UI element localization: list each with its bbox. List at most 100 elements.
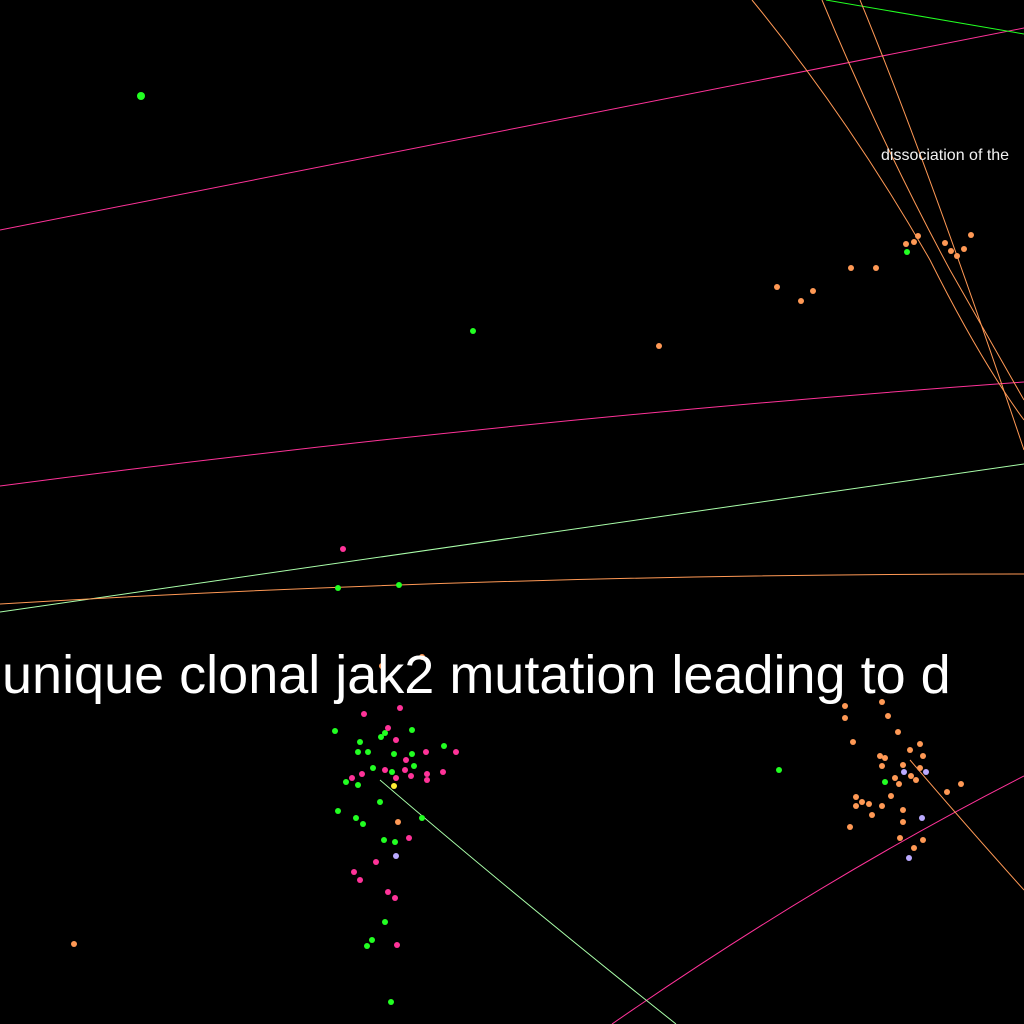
graph-node[interactable] (906, 855, 912, 861)
graph-node[interactable] (395, 819, 401, 825)
graph-node[interactable] (391, 751, 397, 757)
graph-node[interactable] (385, 889, 391, 895)
graph-node[interactable] (810, 288, 816, 294)
graph-node[interactable] (423, 749, 429, 755)
graph-node[interactable] (419, 654, 425, 660)
graph-node[interactable] (877, 753, 883, 759)
graph-node[interactable] (396, 582, 402, 588)
graph-node[interactable] (904, 249, 910, 255)
graph-node[interactable] (895, 729, 901, 735)
graph-node[interactable] (381, 837, 387, 843)
graph-node[interactable] (365, 749, 371, 755)
graph-node[interactable] (842, 715, 848, 721)
graph-node[interactable] (842, 703, 848, 709)
graph-node[interactable] (850, 739, 856, 745)
graph-node[interactable] (907, 747, 913, 753)
graph-node[interactable] (392, 839, 398, 845)
graph-node[interactable] (397, 705, 403, 711)
graph-node[interactable] (853, 794, 859, 800)
graph-node[interactable] (774, 284, 780, 290)
graph-node[interactable] (917, 765, 923, 771)
graph-node[interactable] (359, 771, 365, 777)
graph-node[interactable] (911, 845, 917, 851)
graph-node[interactable] (411, 763, 417, 769)
graph-node[interactable] (409, 751, 415, 757)
graph-node[interactable] (656, 343, 662, 349)
graph-node[interactable] (903, 241, 909, 247)
graph-node[interactable] (961, 246, 967, 252)
graph-node[interactable] (901, 769, 907, 775)
graph-node[interactable] (453, 749, 459, 755)
graph-node[interactable] (409, 727, 415, 733)
graph-node[interactable] (369, 937, 375, 943)
graph-node[interactable] (364, 943, 370, 949)
graph-node[interactable] (378, 734, 384, 740)
graph-node[interactable] (913, 777, 919, 783)
graph-node[interactable] (948, 248, 954, 254)
graph-node[interactable] (424, 771, 430, 777)
graph-node[interactable] (385, 725, 391, 731)
graph-node[interactable] (393, 853, 399, 859)
graph-node[interactable] (391, 783, 397, 789)
graph-node[interactable] (942, 240, 948, 246)
graph-node[interactable] (919, 815, 925, 821)
graph-node[interactable] (798, 298, 804, 304)
graph-node[interactable] (392, 895, 398, 901)
graph-node[interactable] (958, 781, 964, 787)
graph-node[interactable] (908, 773, 914, 779)
graph-node[interactable] (879, 803, 885, 809)
graph-node[interactable] (373, 859, 379, 865)
graph-node[interactable] (424, 777, 430, 783)
graph-node[interactable] (911, 239, 917, 245)
graph-node[interactable] (389, 769, 395, 775)
graph-node[interactable] (896, 781, 902, 787)
graph-node[interactable] (379, 663, 385, 669)
graph-node[interactable] (349, 775, 355, 781)
graph-node[interactable] (403, 757, 409, 763)
graph-node[interactable] (441, 743, 447, 749)
graph-node[interactable] (776, 767, 782, 773)
graph-node[interactable] (335, 808, 341, 814)
graph-node[interactable] (351, 869, 357, 875)
graph-node[interactable] (408, 773, 414, 779)
graph-node[interactable] (853, 803, 859, 809)
graph-node[interactable] (882, 779, 888, 785)
graph-node[interactable] (357, 877, 363, 883)
graph-node[interactable] (382, 919, 388, 925)
graph-node[interactable] (377, 799, 383, 805)
graph-node[interactable] (900, 807, 906, 813)
graph-node[interactable] (848, 265, 854, 271)
graph-node[interactable] (954, 253, 960, 259)
graph-node[interactable] (968, 232, 974, 238)
graph-node[interactable] (71, 941, 77, 947)
graph-node[interactable] (920, 837, 926, 843)
graph-node[interactable] (361, 711, 367, 717)
graph-node[interactable] (393, 775, 399, 781)
graph-node[interactable] (915, 233, 921, 239)
graph-node[interactable] (360, 821, 366, 827)
graph-node[interactable] (879, 699, 885, 705)
graph-node[interactable] (923, 769, 929, 775)
graph-node[interactable] (332, 728, 338, 734)
graph-node[interactable] (885, 713, 891, 719)
graph-node[interactable] (402, 767, 408, 773)
graph-node[interactable] (382, 767, 388, 773)
graph-node[interactable] (394, 942, 400, 948)
graph-node[interactable] (892, 775, 898, 781)
graph-node[interactable] (879, 763, 885, 769)
graph-node[interactable] (355, 749, 361, 755)
graph-node[interactable] (353, 815, 359, 821)
graph-node[interactable] (335, 585, 341, 591)
graph-node[interactable] (900, 762, 906, 768)
graph-node[interactable] (355, 782, 361, 788)
graph-node[interactable] (882, 755, 888, 761)
graph-node[interactable] (419, 815, 425, 821)
graph-node[interactable] (470, 328, 476, 334)
graph-node[interactable] (920, 753, 926, 759)
graph-node[interactable] (137, 92, 145, 100)
graph-node[interactable] (406, 835, 412, 841)
graph-node[interactable] (382, 730, 388, 736)
graph-node[interactable] (859, 799, 865, 805)
graph-node[interactable] (357, 739, 363, 745)
